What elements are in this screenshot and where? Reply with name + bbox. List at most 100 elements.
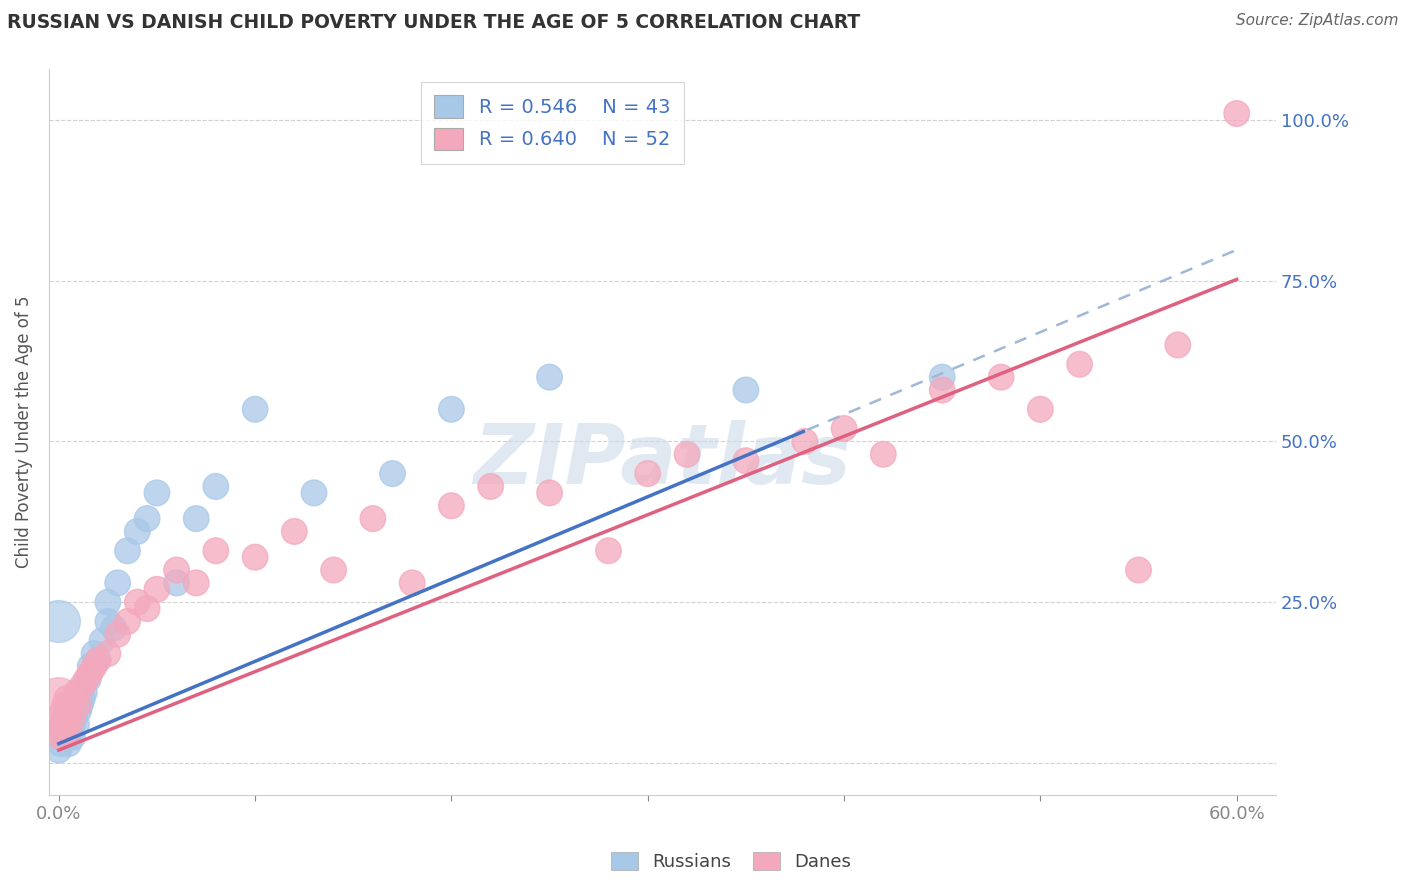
Text: Source: ZipAtlas.com: Source: ZipAtlas.com <box>1236 13 1399 29</box>
Ellipse shape <box>360 506 385 532</box>
Ellipse shape <box>62 705 87 731</box>
Ellipse shape <box>82 654 107 680</box>
Ellipse shape <box>1225 101 1250 127</box>
Ellipse shape <box>53 705 79 731</box>
Ellipse shape <box>145 480 170 506</box>
Ellipse shape <box>183 570 209 596</box>
Ellipse shape <box>51 712 76 737</box>
Y-axis label: Child Poverty Under the Age of 5: Child Poverty Under the Age of 5 <box>15 295 32 568</box>
Ellipse shape <box>52 692 77 718</box>
Ellipse shape <box>76 666 101 692</box>
Ellipse shape <box>46 718 72 744</box>
Ellipse shape <box>125 590 150 615</box>
Ellipse shape <box>52 712 77 737</box>
Ellipse shape <box>380 461 405 486</box>
Ellipse shape <box>831 416 856 442</box>
Ellipse shape <box>439 396 464 422</box>
Ellipse shape <box>53 686 79 712</box>
Ellipse shape <box>733 377 759 403</box>
Ellipse shape <box>58 692 83 718</box>
Ellipse shape <box>69 686 96 712</box>
Ellipse shape <box>63 712 89 737</box>
Ellipse shape <box>135 506 160 532</box>
Ellipse shape <box>929 377 955 403</box>
Ellipse shape <box>115 608 141 634</box>
Ellipse shape <box>72 680 97 705</box>
Ellipse shape <box>183 506 209 532</box>
Ellipse shape <box>792 428 817 454</box>
Ellipse shape <box>96 590 121 615</box>
Ellipse shape <box>96 608 121 634</box>
Ellipse shape <box>56 731 82 756</box>
Ellipse shape <box>537 364 562 390</box>
Ellipse shape <box>66 692 91 718</box>
Ellipse shape <box>596 538 621 564</box>
Ellipse shape <box>105 570 131 596</box>
Ellipse shape <box>82 640 107 666</box>
Ellipse shape <box>86 648 111 673</box>
Ellipse shape <box>53 705 79 731</box>
Ellipse shape <box>62 686 87 712</box>
Ellipse shape <box>53 724 79 750</box>
Ellipse shape <box>77 660 103 686</box>
Ellipse shape <box>478 474 503 500</box>
Ellipse shape <box>37 678 80 720</box>
Ellipse shape <box>56 698 82 724</box>
Ellipse shape <box>988 364 1014 390</box>
Ellipse shape <box>63 680 89 705</box>
Ellipse shape <box>870 442 896 467</box>
Ellipse shape <box>1166 332 1191 358</box>
Ellipse shape <box>52 718 77 744</box>
Ellipse shape <box>56 718 82 744</box>
Text: RUSSIAN VS DANISH CHILD POVERTY UNDER THE AGE OF 5 CORRELATION CHART: RUSSIAN VS DANISH CHILD POVERTY UNDER TH… <box>7 13 860 32</box>
Ellipse shape <box>125 518 150 544</box>
Ellipse shape <box>675 442 700 467</box>
Ellipse shape <box>145 576 170 602</box>
Ellipse shape <box>1126 558 1152 582</box>
Ellipse shape <box>321 558 346 582</box>
Ellipse shape <box>399 570 425 596</box>
Ellipse shape <box>69 673 96 698</box>
Ellipse shape <box>165 558 190 582</box>
Text: ZIPatlas: ZIPatlas <box>474 420 852 501</box>
Ellipse shape <box>60 724 86 750</box>
Ellipse shape <box>202 538 229 564</box>
Ellipse shape <box>77 654 103 680</box>
Ellipse shape <box>48 712 73 737</box>
Ellipse shape <box>96 640 121 666</box>
Ellipse shape <box>51 718 76 744</box>
Ellipse shape <box>929 364 955 390</box>
Ellipse shape <box>56 692 82 718</box>
Ellipse shape <box>48 731 73 756</box>
Ellipse shape <box>165 570 190 596</box>
Ellipse shape <box>115 538 141 564</box>
Ellipse shape <box>51 698 76 724</box>
Ellipse shape <box>537 480 562 506</box>
Ellipse shape <box>301 480 326 506</box>
Ellipse shape <box>636 461 661 486</box>
Legend: R = 0.546    N = 43, R = 0.640    N = 52: R = 0.546 N = 43, R = 0.640 N = 52 <box>420 82 685 164</box>
Ellipse shape <box>281 518 307 544</box>
Legend: Russians, Danes: Russians, Danes <box>603 845 859 879</box>
Ellipse shape <box>1028 396 1053 422</box>
Ellipse shape <box>58 698 83 724</box>
Ellipse shape <box>67 692 93 718</box>
Ellipse shape <box>202 474 229 500</box>
Ellipse shape <box>46 737 72 763</box>
Ellipse shape <box>51 724 76 750</box>
Ellipse shape <box>439 493 464 518</box>
Ellipse shape <box>89 628 115 654</box>
Ellipse shape <box>242 396 269 422</box>
Ellipse shape <box>135 596 160 622</box>
Ellipse shape <box>48 724 73 750</box>
Ellipse shape <box>101 615 127 640</box>
Ellipse shape <box>66 698 91 724</box>
Ellipse shape <box>1067 351 1092 377</box>
Ellipse shape <box>37 600 80 642</box>
Ellipse shape <box>242 544 269 570</box>
Ellipse shape <box>60 712 86 737</box>
Ellipse shape <box>73 666 98 692</box>
Ellipse shape <box>52 705 77 731</box>
Ellipse shape <box>58 718 83 744</box>
Ellipse shape <box>733 448 759 474</box>
